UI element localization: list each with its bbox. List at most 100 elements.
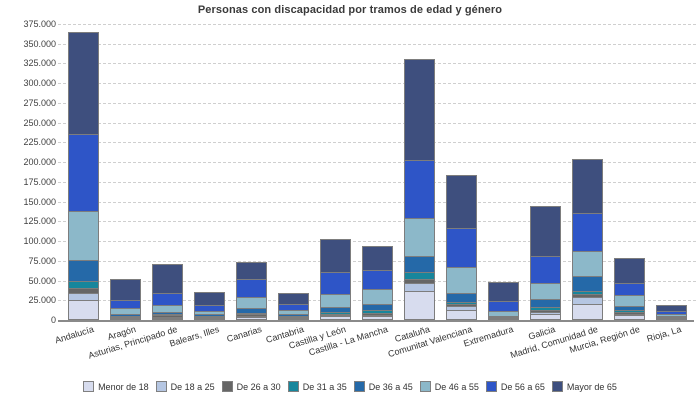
bar-segment: [68, 133, 98, 212]
legend-item: De 56 a 65: [485, 381, 545, 392]
bar-segment: [110, 313, 140, 316]
bar-segment: [68, 259, 98, 282]
bar-segment: [572, 291, 602, 295]
bar-segment: [68, 211, 98, 260]
y-axis-tick-label: 225.000: [23, 137, 56, 148]
bar-segment: [236, 308, 266, 313]
bar-segment: [656, 317, 686, 319]
bar-segment: [362, 303, 392, 310]
bar-segment: [110, 280, 140, 300]
bar-segment: [572, 297, 602, 305]
bar-segment: [530, 312, 560, 315]
bar-segment: [404, 60, 434, 161]
bar-segment: [656, 313, 686, 317]
y-axis-tick-label: 200.000: [23, 157, 56, 168]
bar-segment: [362, 315, 392, 319]
bar-segment: [404, 217, 434, 257]
bar-segment: [572, 275, 602, 292]
bar-segment: [446, 309, 476, 319]
y-axis-tick-label: 25.000: [28, 295, 56, 306]
y-axis-tick-label: 250.000: [23, 117, 56, 128]
gridline: [58, 24, 696, 25]
bar-segment: [362, 314, 392, 316]
bar-segment: [278, 316, 308, 318]
y-axis-tick-label: 100.000: [23, 236, 56, 247]
bar-segment: [404, 272, 434, 279]
legend-item: De 18 a 25: [155, 381, 215, 392]
bar-segment: [404, 283, 434, 292]
bar-segment: [320, 272, 350, 294]
stacked-bar: [613, 258, 645, 320]
legend-swatch-icon: [221, 381, 233, 392]
stacked-bar: [151, 263, 183, 320]
bar-segment: [572, 294, 602, 298]
bar-segment: [488, 310, 518, 316]
bar-segment: [488, 282, 518, 301]
x-axis-category-label: Canarias: [225, 324, 263, 345]
x-axis-line: [58, 320, 694, 322]
gridline: [58, 63, 696, 65]
stacked-bar: [193, 291, 225, 321]
legend-label: De 26 a 30: [236, 381, 281, 392]
bar-segment: [110, 299, 140, 308]
bar-segment: [278, 318, 308, 321]
bar-segment: [446, 302, 476, 304]
bar-segment: [614, 294, 644, 306]
legend-swatch-icon: [419, 381, 431, 392]
bar-segment: [614, 309, 644, 313]
bar-segment: [278, 313, 308, 316]
bar-segment: [152, 314, 182, 316]
bar-segment: [362, 246, 392, 271]
legend-item: De 36 a 45: [353, 381, 413, 392]
legend-item: Mayor de 65: [551, 381, 617, 392]
gridline: [58, 122, 696, 124]
x-axis-category-label: Andalucía: [53, 324, 95, 346]
legend-label: De 31 a 35: [302, 381, 347, 392]
stacked-bar: [655, 304, 687, 322]
bar-segment: [194, 318, 224, 321]
y-axis-tick-label: 375.000: [23, 19, 56, 29]
bar-segment: [194, 317, 224, 319]
bar-segment: [110, 315, 140, 317]
legend-swatch-icon: [83, 381, 95, 392]
legend-label: De 18 a 25: [170, 381, 215, 392]
legend-item: Menor de 18: [83, 381, 149, 392]
x-axis-category-label: Rioja, La: [646, 324, 683, 344]
stacked-bar: [277, 293, 309, 321]
bar-segment: [656, 319, 686, 321]
bar-segment: [152, 315, 182, 317]
bar-segment: [236, 279, 266, 298]
bar-segment: [152, 311, 182, 315]
bar-segment: [68, 288, 98, 294]
bar-segment: [68, 300, 98, 319]
bar-segment: [362, 309, 392, 313]
legend-label: Menor de 18: [98, 381, 149, 392]
bar-segment: [488, 300, 518, 311]
bar-segment: [278, 309, 308, 314]
bar-segment: [404, 278, 434, 284]
legend-swatch-icon: [485, 381, 497, 392]
bar-segment: [614, 315, 644, 319]
bar-segment: [530, 306, 560, 311]
bar-segment: [530, 310, 560, 313]
stacked-bar: [445, 174, 477, 320]
bar-segment: [572, 251, 602, 276]
y-axis-tick-label: 300.000: [23, 78, 56, 89]
bar-segment: [404, 291, 434, 319]
bar-segment: [68, 33, 98, 134]
bar-segment: [110, 316, 140, 318]
y-axis-tick-label: 75.000: [28, 255, 56, 266]
bar-segment: [488, 317, 518, 319]
gridline: [58, 181, 696, 183]
bar-segment: [446, 303, 476, 306]
bar-segment: [320, 315, 350, 317]
bar-segment: [656, 316, 686, 318]
stacked-bar: [67, 32, 99, 320]
bar-segment: [362, 289, 392, 304]
bar-segment: [614, 259, 644, 283]
bar-segment: [152, 264, 182, 294]
bar-segment: [320, 293, 350, 308]
bar-segment: [572, 304, 602, 319]
bar-segment: [530, 206, 560, 256]
